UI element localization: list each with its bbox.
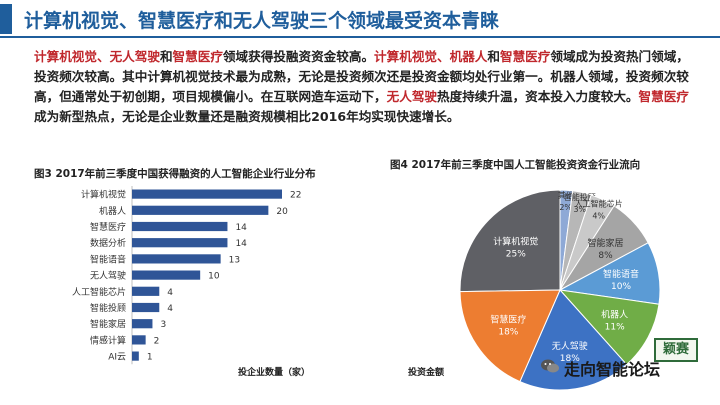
paragraph-text: 领域成为投资热门领域，投资频次较高。其中计算机视觉技术最为成熟，无论是投资频次还… — [34, 49, 689, 104]
highlight-keyword: 无人驾驶 — [386, 89, 437, 104]
pie-slice-label: 人工智能芯片 — [575, 199, 623, 209]
bar — [132, 335, 146, 345]
pie-slice-label: 机器人 — [601, 308, 628, 320]
pie-slice — [459, 289, 561, 383]
pie-chart-title: 图4 2017年前三季度中国人工智能投资资金行业流向 — [390, 159, 641, 171]
bar-category-label: 情感计算 — [90, 334, 126, 346]
pie-chart: 计算机视觉 25% 其他 2%智能投顾 3%人工智能芯片 4% 智能家居 8% 智能语音 10% 机… — [459, 189, 661, 391]
bar — [132, 221, 228, 232]
paragraph-text: 和 — [159, 49, 173, 64]
bar-value-label: 4 — [167, 304, 173, 314]
bar-category-label: 智能语音 — [90, 253, 126, 265]
pie-slice-percent: 8% — [598, 251, 613, 261]
bar — [132, 238, 228, 248]
bar-category-label: 数据分析 — [90, 237, 126, 249]
bar-value-label: 1 — [147, 353, 153, 363]
bar — [132, 302, 160, 313]
pie-slice-percent: 4% — [592, 212, 605, 221]
bar-category-label: 计算机视觉 — [81, 189, 126, 201]
watermark-text: 走向智能论坛 — [564, 360, 661, 379]
pie-slice-percent: 25% — [506, 250, 526, 260]
paragraph-text: 领域获得投融资资金较高。 — [222, 49, 375, 64]
bar-value-label: 14 — [235, 239, 247, 249]
bar — [132, 205, 269, 215]
pie-slice-label: 智慧医疗 — [490, 313, 526, 325]
pie-slice-label: 无人驾驶 — [552, 340, 588, 352]
bar-value-label: 22 — [290, 191, 301, 201]
bar-category-label: 智能投顾 — [90, 302, 126, 314]
bar — [132, 189, 282, 199]
bar — [132, 351, 139, 361]
wechat-icon — [541, 359, 559, 373]
summary-paragraph: 计算机视觉、无人驾驶和智慧医疗领域获得投融资资金较高。计算机视觉、机器人和智慧医… — [34, 47, 696, 127]
title-accent-bar — [0, 4, 12, 34]
bar-chart-title: 图3 2017年前三季度中国获得融资的人工智能企业行业分布 — [34, 168, 316, 180]
bar-category-label: AI云 — [108, 353, 126, 363]
pie-slice-label: 智能家居 — [588, 237, 624, 249]
pie-chart-caption: 投资金额 — [408, 368, 445, 378]
highlight-keyword: 智慧医疗 — [172, 49, 223, 64]
bar-value-label: 3 — [160, 320, 166, 330]
pie-slice-label: 计算机视觉 — [493, 236, 538, 248]
pie-slice-percent: 3% — [573, 205, 586, 214]
bar-category-label: 智慧医疗 — [90, 221, 126, 233]
bar — [132, 286, 160, 296]
paragraph-text: 热度持续升温，资本投入力度较大。 — [437, 89, 639, 104]
pie-slice-label: 智能语音 — [603, 268, 639, 280]
bar-category-label: 智能家居 — [90, 318, 126, 330]
highlight-keyword: 计算机视觉、无人驾驶 — [34, 49, 160, 64]
bar-chart-x-caption: 投企业数量（家） — [238, 368, 311, 378]
pie-slice — [558, 289, 660, 366]
pie-slice-percent: 18% — [498, 327, 518, 337]
page-title: 计算机视觉、智慧医疗和无人驾驶三个领域最受资本青睐 — [24, 10, 500, 32]
brand-logo: 颖赛 — [654, 338, 698, 362]
pie-slice-percent: 18% — [560, 354, 580, 364]
bar-value-label: 4 — [167, 288, 173, 298]
pie-slice-label: 其他 — [558, 190, 574, 200]
highlight-keyword: 智慧医疗 — [638, 89, 689, 104]
highlight-keyword: 智慧医疗 — [499, 49, 551, 64]
bar-category-label: 无人驾驶 — [90, 270, 126, 282]
bar-category-label: 人工智能芯片 — [72, 286, 126, 298]
bar-value-label: 20 — [276, 207, 288, 217]
bar-value-label: 14 — [235, 223, 247, 233]
pie-slice-label: 智能投顾 — [564, 192, 596, 202]
bar-value-label: 10 — [208, 272, 220, 282]
pie-slice-percent: 2% — [559, 203, 572, 212]
pie-slice-percent: 11% — [605, 322, 625, 332]
pie-slice-percent: 10% — [611, 282, 631, 292]
highlight-keyword: 计算机视觉、机器人 — [374, 49, 488, 64]
title-bar: 计算机视觉、智慧医疗和无人驾驶三个领域最受资本青睐 — [0, 0, 720, 38]
bar-value-label: 2 — [154, 336, 160, 346]
pie-slice — [459, 189, 561, 293]
paragraph-text: 和 — [487, 49, 500, 64]
bar — [132, 254, 221, 264]
bar — [132, 270, 201, 280]
bar-category-label: 机器人 — [99, 205, 126, 217]
bar — [132, 319, 153, 329]
bar-value-label: 13 — [229, 255, 240, 265]
paragraph-text: 成为新型热点，无论是企业数量还是融资规模相比2016年均实现快速增长。 — [34, 109, 460, 124]
